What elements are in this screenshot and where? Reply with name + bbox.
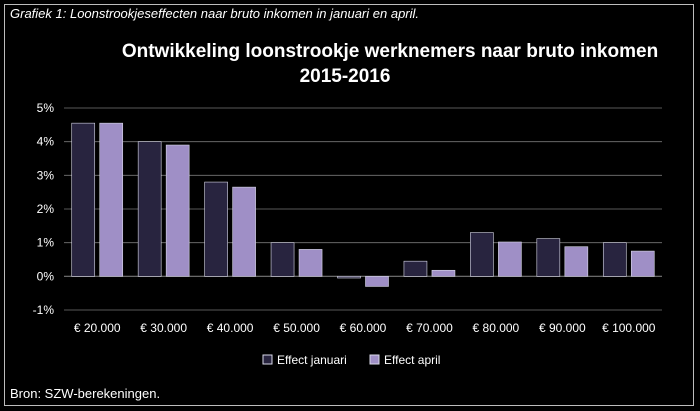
x-tick-label: € 100.000 <box>602 321 656 335</box>
x-tick-label: € 90.000 <box>539 321 586 335</box>
bar-april <box>165 144 190 277</box>
y-tick-label: 1% <box>37 236 55 250</box>
bar-januari <box>536 238 561 277</box>
source-caption: Bron: SZW-berekeningen. <box>10 386 161 401</box>
bar-april <box>498 241 522 277</box>
figure-caption: Grafiek 1: Loonstrookjeseffecten naar br… <box>10 6 420 21</box>
bar-april <box>431 269 456 277</box>
bar-januari <box>137 141 162 277</box>
x-axis-ticks: € 20.000 € 30.000 € 40.000 € 50.000 € 60.000… <box>74 321 656 335</box>
chart-title-line-2: 2015-2016 <box>300 66 391 87</box>
legend-label-april: Effect april <box>384 353 440 367</box>
y-tick-label: 5% <box>37 101 55 115</box>
legend-swatch-januari <box>262 354 273 365</box>
bar-januari <box>270 242 295 277</box>
bar-april <box>99 122 124 277</box>
x-tick-label: € 30.000 <box>140 321 187 335</box>
bar-januari <box>403 260 428 277</box>
y-tick-label: 2% <box>37 202 55 216</box>
legend-label-januari: Effect januari <box>277 353 347 367</box>
bar-januari <box>71 122 96 277</box>
x-tick-label: € 80.000 <box>473 321 520 335</box>
y-axis-ticks: -1% 0% 1% 2% 3% 4% 5% <box>33 101 55 317</box>
legend: Effect januari Effect april <box>262 353 440 367</box>
figure-frame <box>4 4 694 406</box>
y-tick-label: -1% <box>33 303 55 317</box>
bar-april <box>564 246 589 277</box>
bar-januari <box>204 181 228 277</box>
chart-title-line-1: Ontwikkeling loonstrookje werknemers naa… <box>122 41 658 62</box>
bar-april <box>232 186 256 277</box>
y-tick-label: 4% <box>37 135 55 149</box>
bar-april <box>365 276 389 287</box>
bar-januari <box>337 276 361 279</box>
bar-januari <box>470 232 494 277</box>
x-tick-label: € 50.000 <box>273 321 320 335</box>
y-tick-label: 0% <box>37 269 55 283</box>
x-tick-label: € 40.000 <box>207 321 254 335</box>
bar-april <box>630 250 655 277</box>
bars <box>71 122 655 287</box>
bar-januari <box>602 242 627 277</box>
x-tick-label: € 20.000 <box>74 321 121 335</box>
y-tick-label: 3% <box>37 168 55 182</box>
x-tick-label: € 70.000 <box>406 321 453 335</box>
legend-swatch-april <box>369 354 380 365</box>
x-tick-label: € 60.000 <box>340 321 387 335</box>
bar-april <box>298 249 323 277</box>
grid-lines <box>64 107 662 311</box>
